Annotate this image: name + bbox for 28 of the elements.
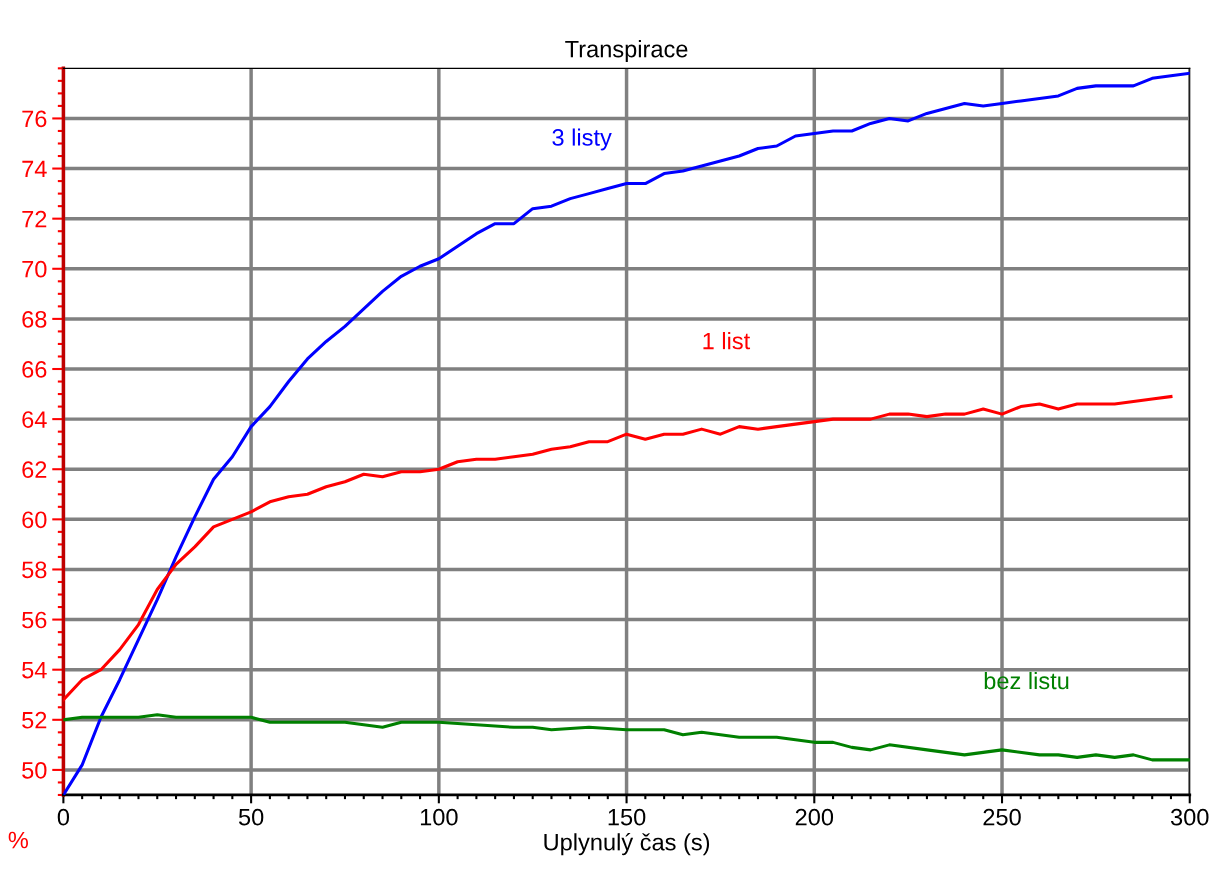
x-tick-label: 150 — [608, 808, 646, 826]
x-tick-label: 250 — [983, 808, 1021, 826]
x-tick-label: 100 — [420, 808, 458, 826]
chart-title: Transpirace — [565, 40, 688, 63]
y-tick-label: 58 — [22, 561, 47, 579]
text: bez listu — [984, 671, 1069, 690]
y-tick-label: 68 — [22, 310, 47, 328]
y-tick-label: 54 — [22, 662, 47, 679]
y-tick-label: 64 — [22, 411, 47, 428]
x-tick-label: 0 — [57, 808, 70, 826]
x-tick-label: 300 — [1170, 808, 1209, 826]
x-tick-label: 50 — [238, 808, 264, 826]
series-label: 3 listy — [552, 128, 612, 151]
x-tick-label: 200 — [795, 808, 834, 826]
y-tick-label: 76 — [22, 110, 47, 128]
y-tick-label: 60 — [22, 511, 47, 529]
y-tick-label: 74 — [22, 160, 47, 178]
y-tick-label: 50 — [22, 761, 47, 779]
text: 1 list — [703, 332, 751, 350]
y-tick-label: 52 — [22, 711, 47, 729]
line-series — [63, 713, 1190, 762]
y-tick-label: 62 — [22, 461, 47, 479]
x-axis-title: Uplynulý čas (s) — [544, 832, 710, 856]
y-axis-title: % — [8, 831, 28, 849]
y-tick-label: 70 — [22, 260, 47, 278]
y-tick-label: 66 — [22, 361, 47, 378]
y-tick-label: 72 — [22, 210, 47, 228]
y-tick-label: 56 — [22, 611, 47, 629]
